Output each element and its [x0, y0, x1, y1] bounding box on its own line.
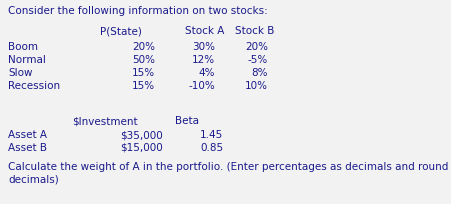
Text: Calculate the weight of A in the portfolio. (Enter percentages as decimals and r: Calculate the weight of A in the portfol…: [8, 162, 451, 172]
Text: -10%: -10%: [188, 81, 215, 91]
Text: Slow: Slow: [8, 68, 32, 78]
Text: 20%: 20%: [132, 42, 155, 52]
Text: Asset A: Asset A: [8, 130, 47, 140]
Text: 15%: 15%: [132, 81, 155, 91]
Text: 50%: 50%: [132, 55, 155, 65]
Text: $15,000: $15,000: [120, 143, 163, 153]
Text: $Investment: $Investment: [72, 116, 137, 126]
Text: Stock A: Stock A: [184, 26, 224, 36]
Text: Normal: Normal: [8, 55, 46, 65]
Text: 8%: 8%: [251, 68, 267, 78]
Text: 0.85: 0.85: [199, 143, 223, 153]
Text: Consider the following information on two stocks:: Consider the following information on tw…: [8, 6, 267, 16]
Text: -5%: -5%: [247, 55, 267, 65]
Text: 30%: 30%: [192, 42, 215, 52]
Text: 1.45: 1.45: [199, 130, 223, 140]
Text: Asset B: Asset B: [8, 143, 47, 153]
Text: Stock B: Stock B: [235, 26, 274, 36]
Text: 4%: 4%: [198, 68, 215, 78]
Text: 10%: 10%: [244, 81, 267, 91]
Text: P(State): P(State): [100, 26, 142, 36]
Text: 12%: 12%: [192, 55, 215, 65]
Text: decimals): decimals): [8, 175, 59, 185]
Text: 15%: 15%: [132, 68, 155, 78]
Text: Boom: Boom: [8, 42, 38, 52]
Text: 20%: 20%: [244, 42, 267, 52]
Text: $35,000: $35,000: [120, 130, 163, 140]
Text: Recession: Recession: [8, 81, 60, 91]
Text: Beta: Beta: [175, 116, 198, 126]
